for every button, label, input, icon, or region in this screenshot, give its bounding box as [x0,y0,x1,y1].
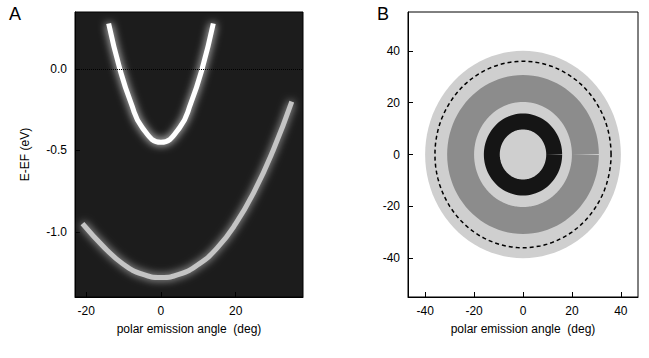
svg-text:0: 0 [158,304,165,318]
svg-text:20: 20 [565,304,579,318]
svg-text:0.0: 0.0 [50,62,67,76]
svg-text:-1.0: -1.0 [46,225,67,239]
svg-text:-20: -20 [78,304,96,318]
svg-text:-20: -20 [383,199,401,213]
svg-text:polar emission angle (deg): polar emission angle (deg) [451,322,596,336]
svg-text:-40: -40 [416,304,434,318]
svg-text:E-EF (eV): E-EF (eV) [18,128,32,181]
svg-text:20: 20 [229,304,243,318]
svg-text:-0.5: -0.5 [46,143,67,157]
svg-text:40: 40 [387,44,401,58]
svg-text:-40: -40 [383,251,401,265]
svg-text:0: 0 [393,148,400,162]
svg-text:B: B [377,4,389,24]
svg-text:20: 20 [387,96,401,110]
svg-text:0: 0 [520,304,527,318]
svg-text:polar emission angle (deg): polar emission angle (deg) [117,322,262,336]
svg-text:40: 40 [614,304,628,318]
svg-text:A: A [9,4,21,24]
svg-text:-20: -20 [465,304,483,318]
